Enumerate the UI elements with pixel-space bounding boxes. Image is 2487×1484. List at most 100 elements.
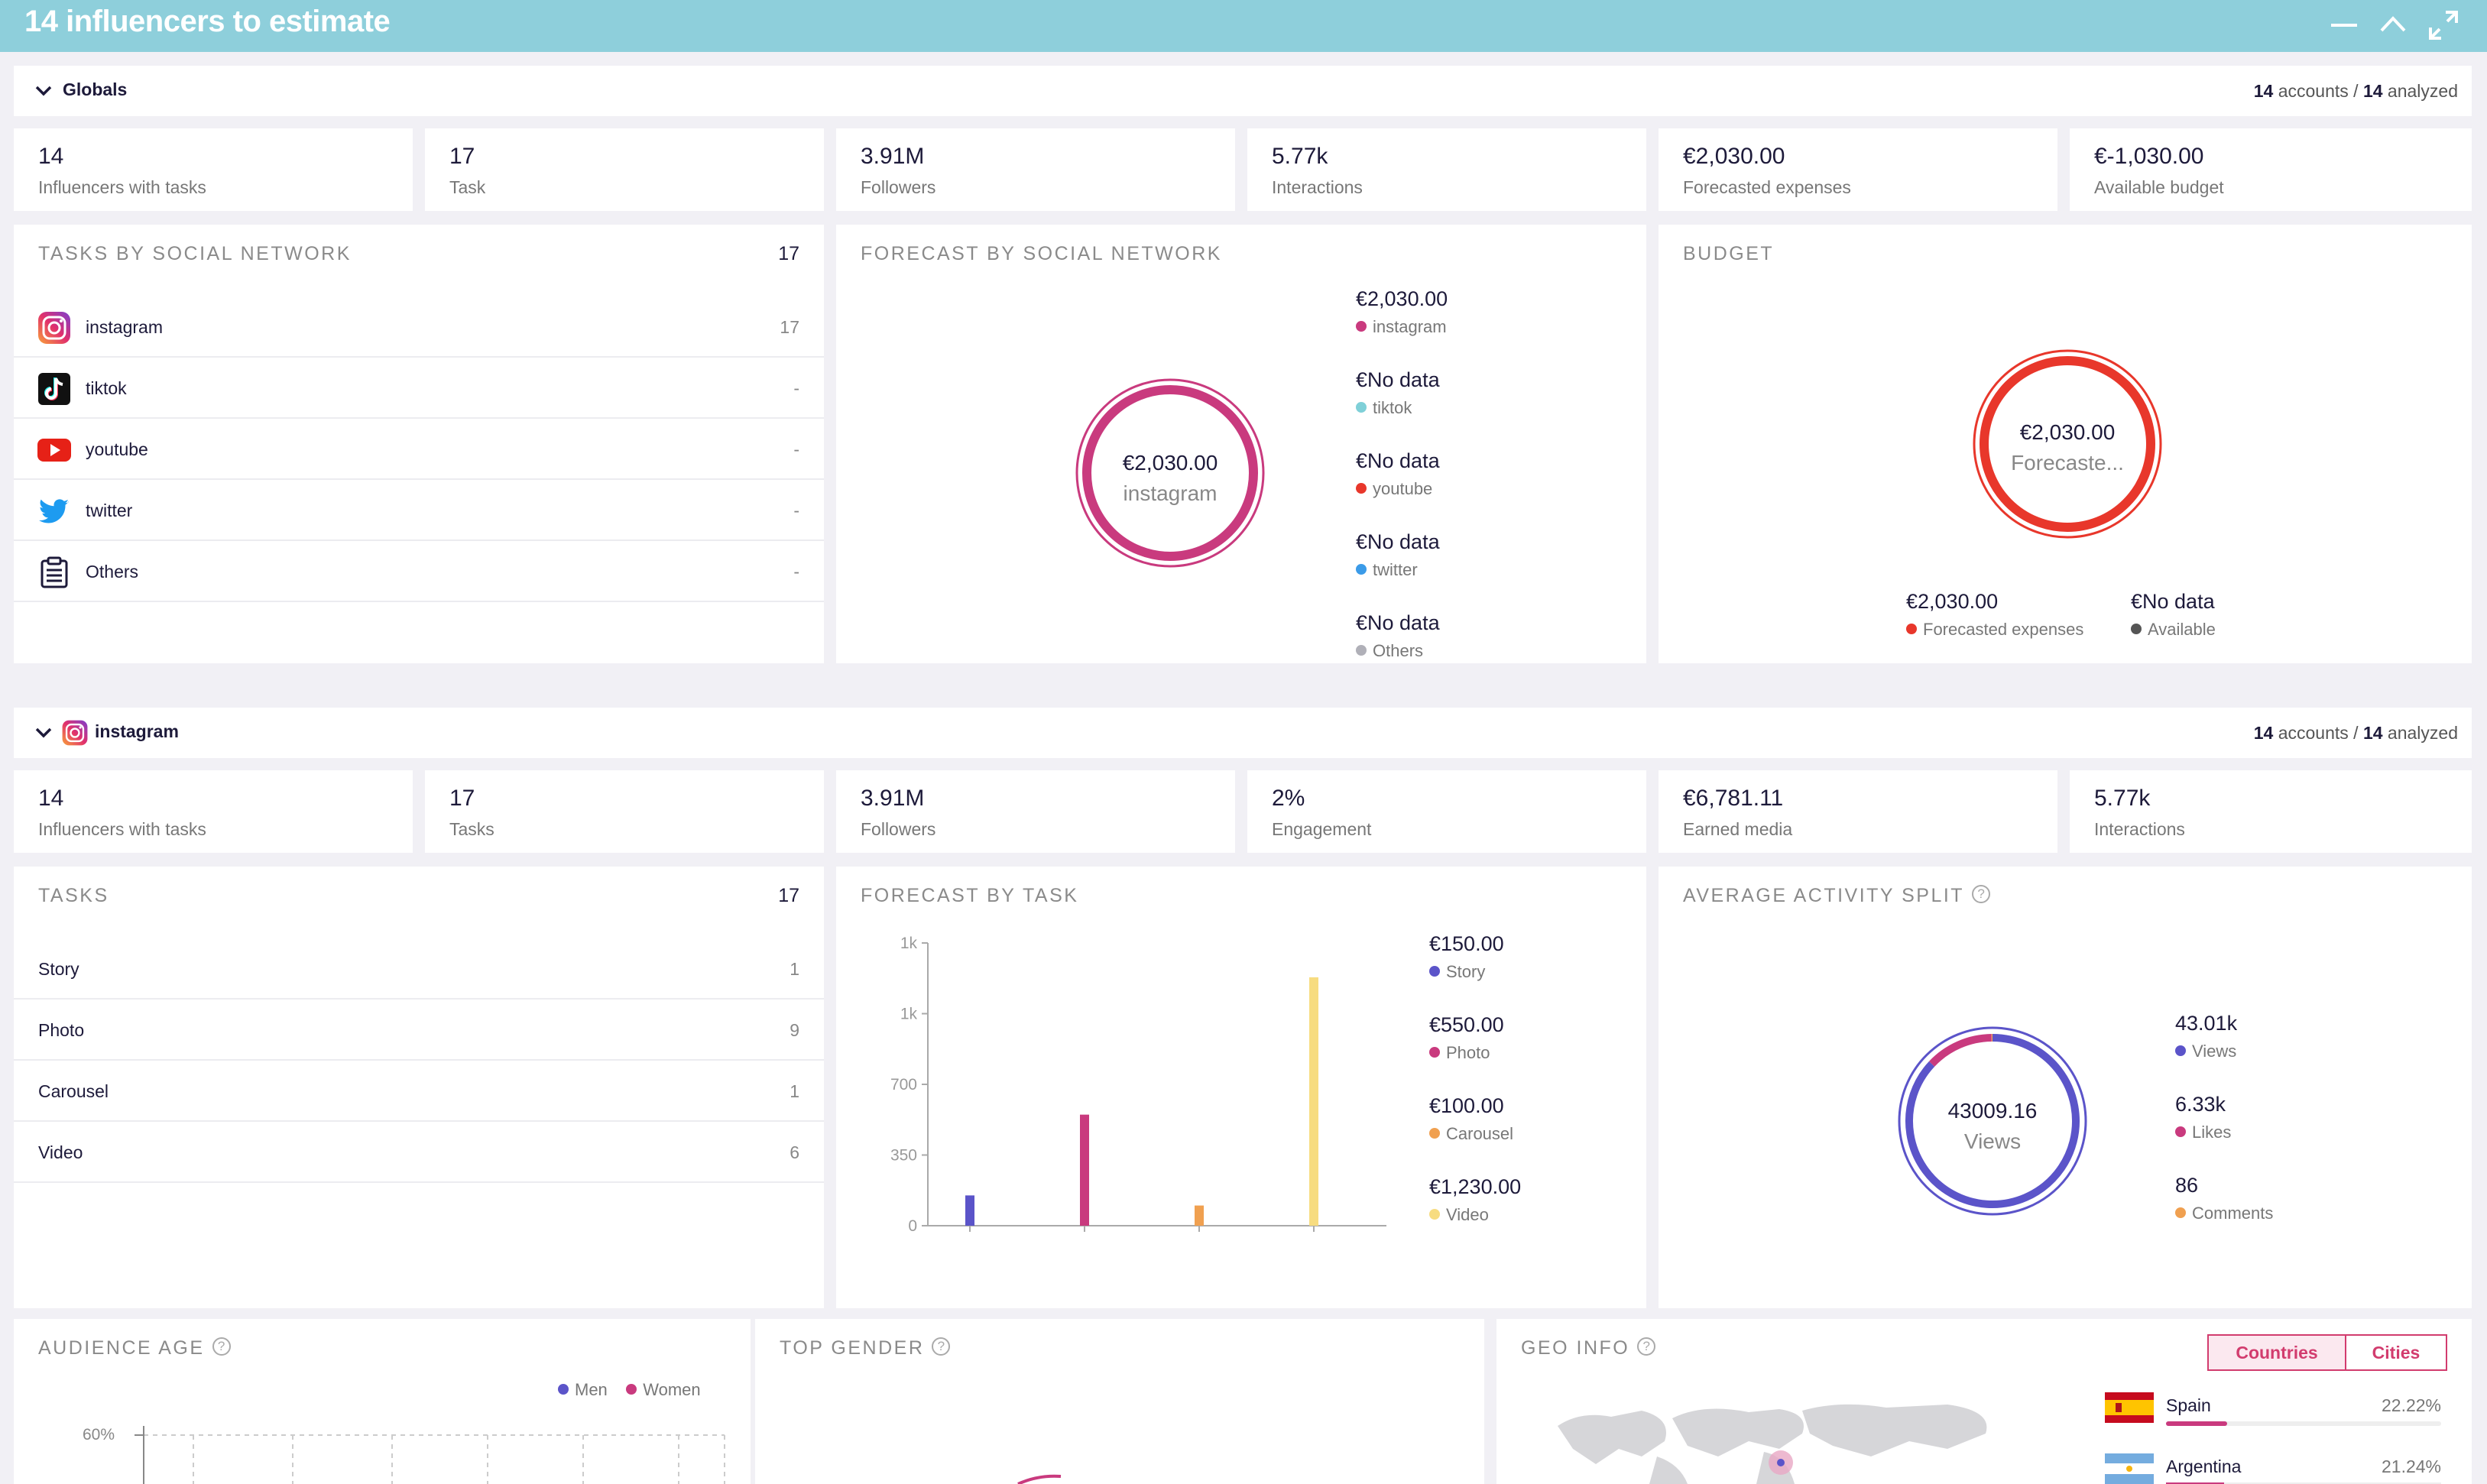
- legend-label: tiktok: [1373, 398, 1412, 417]
- donut-center-value: 43009.16: [1947, 1099, 2038, 1123]
- donut-slice[interactable]: [1905, 1034, 2080, 1208]
- legend-value: €1,230.00: [1429, 1175, 1522, 1198]
- chevron-down-icon[interactable]: [31, 78, 57, 104]
- kpi-label: Influencers with tasks: [38, 177, 206, 197]
- forecast-donut[interactable]: [1073, 376, 1267, 570]
- age-legend: Men Women: [558, 1380, 701, 1400]
- y-tick-label: 350: [890, 1147, 917, 1165]
- network-row-others[interactable]: Others -: [14, 541, 824, 602]
- budget-donut[interactable]: [1970, 347, 2164, 541]
- expand-icon[interactable]: [2424, 6, 2463, 44]
- network-name: tiktok: [86, 378, 127, 398]
- legend-value: €No data: [1356, 611, 1440, 634]
- legend-label: Likes: [2192, 1123, 2232, 1142]
- bar-story: [965, 1195, 974, 1226]
- card-title: FORECAST BY SOCIAL NETWORK: [861, 243, 1222, 264]
- kpi-label: Engagement: [1272, 819, 1372, 839]
- legend-value: €550.00: [1429, 1013, 1504, 1036]
- tab-cities[interactable]: Cities: [2345, 1334, 2447, 1371]
- legend-dot: [1429, 1128, 1440, 1139]
- kpi-label: Tasks: [449, 819, 494, 839]
- legend-value: 43.01k: [2175, 1012, 2238, 1035]
- legend-value: €No data: [1356, 530, 1440, 553]
- legend-value: €100.00: [1429, 1094, 1504, 1117]
- legend-dot: [2175, 1126, 2186, 1138]
- task-count: 1: [790, 1081, 799, 1101]
- world-map[interactable]: [1550, 1395, 2009, 1484]
- kpi-label: Earned media: [1683, 819, 1793, 839]
- legend-item: €No data twitter: [1356, 530, 1440, 580]
- legend-label: Comments: [2192, 1204, 2274, 1223]
- forecast-by-task-card: FORECAST BY TASK 0 350 700 1k 1k €150.00 Sto…: [836, 867, 1646, 1308]
- donut-center-value: €2,030.00: [1122, 451, 1218, 475]
- y-tick-label: 0: [908, 1217, 917, 1235]
- country-row[interactable]: Argentina 21.24%: [2105, 1453, 2456, 1484]
- kpi-label: Interactions: [2094, 819, 2185, 839]
- tasks-by-network-card: TASKS BY SOCIAL NETWORK 17 instagram 17 …: [14, 225, 824, 663]
- help-icon[interactable]: ?: [212, 1337, 231, 1356]
- forecast-by-network-card: FORECAST BY SOCIAL NETWORK €2,030.00 ins…: [836, 225, 1646, 663]
- legend-value: €No data: [1356, 368, 1440, 391]
- network-row-instagram[interactable]: instagram 17: [14, 296, 824, 358]
- country-row[interactable]: Spain 22.22%: [2105, 1392, 2456, 1453]
- network-row-youtube[interactable]: youtube -: [14, 419, 824, 480]
- kpi-value: 14: [38, 786, 64, 811]
- network-row-tiktok[interactable]: tiktok -: [14, 358, 824, 419]
- kpi-value: 5.77k: [1272, 144, 1328, 169]
- help-icon[interactable]: ?: [1972, 885, 1991, 904]
- globals-section-header[interactable]: Globals 14 accounts / 14 analyzed: [14, 66, 2472, 116]
- kpi-label: Interactions: [1272, 177, 1363, 197]
- task-row[interactable]: Story 1: [14, 938, 824, 1000]
- help-icon[interactable]: ?: [932, 1337, 951, 1356]
- task-row[interactable]: Photo 9: [14, 1000, 824, 1061]
- task-count: 1: [790, 959, 799, 979]
- clipboard-icon: [41, 556, 68, 588]
- country-name: Spain: [2166, 1395, 2211, 1415]
- card-total: 17: [778, 885, 799, 906]
- gender-donut[interactable]: [1015, 1472, 1107, 1484]
- minimize-icon[interactable]: [2325, 6, 2363, 44]
- task-row[interactable]: Carousel 1: [14, 1061, 824, 1122]
- legend-item: €2,030.00 instagram: [1356, 287, 1448, 337]
- kpi-card: 2% Engagement: [1247, 770, 1646, 853]
- chevron-down-icon[interactable]: [31, 720, 57, 746]
- legend-item: €150.00 Story: [1429, 932, 1504, 982]
- instagram-icon: [62, 720, 88, 746]
- chevron-up-icon[interactable]: [2374, 6, 2412, 44]
- card-title: TOP GENDER?: [780, 1337, 951, 1359]
- legend-label: twitter: [1373, 560, 1418, 579]
- kpi-label: Available budget: [2094, 177, 2224, 197]
- top-gender-card: TOP GENDER?: [755, 1319, 1484, 1484]
- donut-center-label: Views: [1963, 1129, 2022, 1153]
- tab-countries[interactable]: Countries: [2207, 1334, 2346, 1371]
- network-row-twitter[interactable]: twitter -: [14, 480, 824, 541]
- kpi-label: Task: [449, 177, 486, 197]
- legend-label: instagram: [1373, 317, 1447, 336]
- section-title: Globals: [63, 79, 128, 99]
- card-title: FORECAST BY TASK: [861, 885, 1079, 906]
- donut-slice[interactable]: [1928, 1034, 1992, 1067]
- legend-item: €No data youtube: [1356, 449, 1440, 499]
- legend-label: Photo: [1446, 1043, 1490, 1062]
- legend-value: €No data: [1356, 449, 1440, 472]
- task-row[interactable]: Video 6: [14, 1122, 824, 1183]
- help-icon[interactable]: ?: [1637, 1337, 1656, 1356]
- geo-info-card: GEO INFO? Countries Cities Spain 22.22% …: [1496, 1319, 2472, 1484]
- legend-value: €2,030.00: [1356, 287, 1448, 310]
- legend-item: 86 Comments: [2175, 1174, 2273, 1223]
- legend-label: Men: [575, 1380, 608, 1399]
- youtube-icon: [37, 439, 71, 462]
- legend-item: €1,230.00 Video: [1429, 1175, 1521, 1225]
- network-count: -: [793, 501, 799, 520]
- forecast-bar-chart[interactable]: 0 350 700 1k 1k: [851, 928, 1402, 1279]
- country-bar-track: [2166, 1482, 2441, 1484]
- network-count: 17: [780, 317, 799, 337]
- country-pct: 21.24%: [2381, 1456, 2441, 1476]
- donut-center-value: €2,030.00: [2019, 420, 2116, 444]
- legend-item: €2,030.00 Forecasted expenses: [1906, 590, 2083, 640]
- activity-donut[interactable]: [1895, 1024, 2090, 1218]
- legend-dot: [2175, 1207, 2186, 1219]
- instagram-section-header[interactable]: instagram 14 accounts / 14 analyzed: [14, 708, 2472, 758]
- audience-age-card: AUDIENCE AGE? Men Women 60%: [14, 1319, 751, 1484]
- network-name: youtube: [86, 439, 148, 459]
